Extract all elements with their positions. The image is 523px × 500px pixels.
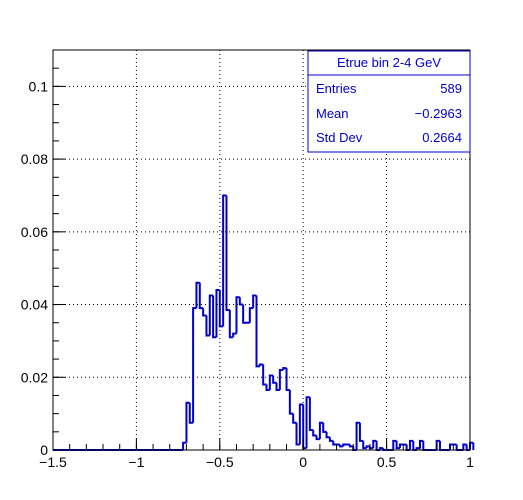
x-tick-label: 1 [466,454,474,470]
histogram-bin [248,307,254,323]
x-tick-label: −1.5 [39,454,67,470]
histogram-bin [455,444,460,451]
histogram-bin [195,281,200,309]
histogram-bin [395,440,400,450]
histogram-bin [322,422,327,433]
histogram-bin [308,397,314,431]
histogram-bin [398,443,404,449]
histogram-bin [288,390,294,415]
x-tick-label: 0 [299,454,307,470]
histogram-bin [448,443,454,450]
histogram-bin [318,421,324,440]
histogram-bin [298,403,304,445]
histogram-bin [198,282,204,310]
histogram-bin [272,375,277,384]
y-tick-label: 0.08 [21,151,48,167]
histogram-bin [238,297,244,306]
y-tick-label: 0.1 [29,78,49,94]
histogram-bin [212,295,217,339]
histogram-bin [332,440,337,446]
histogram-bin [325,431,330,439]
histogram-bin [265,384,270,391]
histogram-bin [252,294,257,309]
stats-entries-label: Entries [316,81,357,96]
histogram-bin [228,310,234,339]
x-tick-label: 0.5 [377,454,397,470]
histogram-bin [258,363,264,367]
histogram-bin [215,289,220,338]
histogram-bin [218,290,224,328]
histogram-bin [392,439,397,450]
stats-stddev-value: 0.2664 [422,130,462,145]
histogram-bin [188,402,194,424]
stats-box-title: Etrue bin 2-4 GeV [337,55,441,70]
histogram-bin [208,294,214,336]
histogram-bin [185,401,190,443]
histogram-bin [462,443,467,450]
histogram-bin [285,368,290,391]
histogram-bin [305,396,310,449]
y-tick-label: 0.06 [21,224,48,240]
histogram-bin [242,304,247,324]
histogram-bin [232,332,237,338]
histogram-bin [372,439,377,449]
histogram-bin [315,435,320,441]
axes: −1.5 −1 −0.5 0 0.5 1 0 0.02 0.04 0.06 0.08 0.1 [21,49,474,470]
stats-entries-value: 589 [440,81,462,96]
histogram-bin [182,441,187,450]
histogram-bin [262,364,267,386]
histogram-bin [205,315,210,337]
histogram-bin [422,440,427,451]
histogram-bin [328,437,334,442]
y-tick-label: 0.02 [21,369,48,385]
histogram-bin [225,195,230,311]
histogram-bin [355,421,360,450]
histogram-bin [292,413,297,424]
histogram-bin [278,369,284,390]
histogram-bin [202,308,207,317]
histogram-bin [235,296,240,334]
x-tick-label: −1 [128,454,144,470]
stats-box-frame [307,50,471,153]
histogram-bin [415,447,420,450]
histogram-series [53,194,475,451]
y-tick-label: 0 [40,442,48,458]
stats-stddev-label: Std Dev [316,130,363,145]
histogram-bin [312,430,317,437]
histogram-bin [348,444,354,448]
histogram-bin [358,422,364,442]
stats-mean-value: −0.2963 [415,106,462,121]
histogram-bin [222,194,227,327]
histogram-bin [282,367,287,370]
histogram-bin [378,447,384,450]
x-tick-label: −0.5 [206,454,234,470]
histogram-bin [295,422,300,446]
histogram-bin [255,295,260,368]
histogram-bin [268,374,274,390]
histogram-bin [342,443,347,447]
histogram-bin [408,439,414,450]
stats-box: Etrue bin 2-4 GeV Entries 589 Mean −0.29… [307,50,471,153]
histogram-bin [438,440,444,451]
histogram-bin [365,445,370,449]
histogram-bin [192,307,197,423]
histogram-bin [338,444,344,448]
grid [53,50,470,450]
y-tick-label: 0.04 [21,297,48,313]
stats-mean-label: Mean [316,106,349,121]
histogram-bin [275,382,280,391]
histogram-bin [362,440,367,450]
